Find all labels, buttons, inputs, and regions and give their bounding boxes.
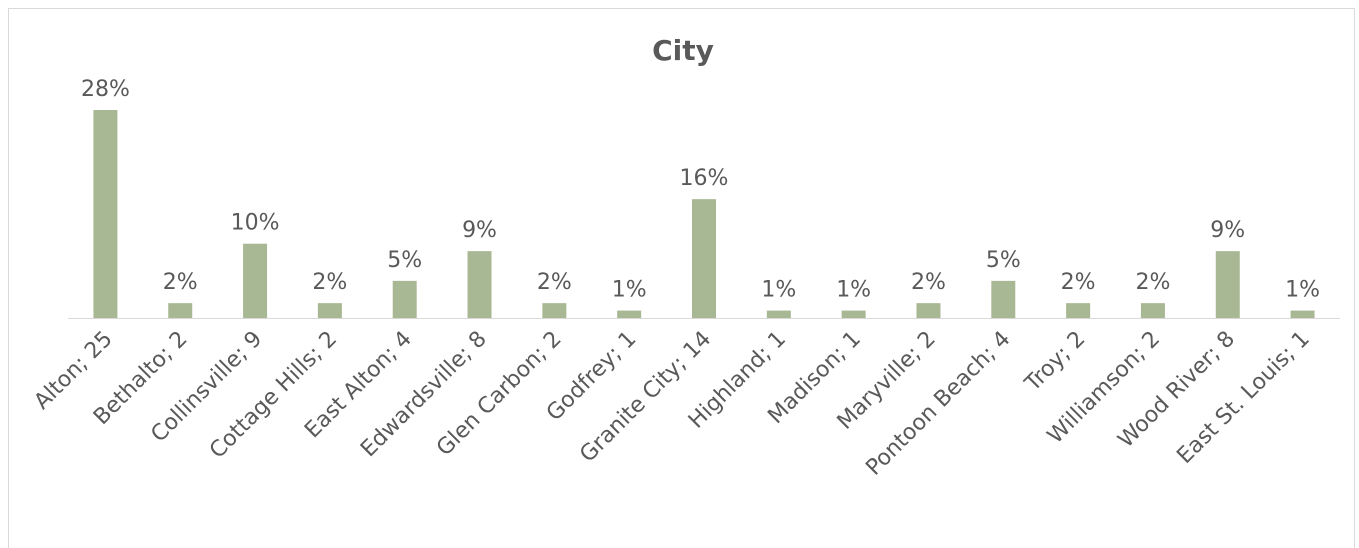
value-label: 28% <box>81 77 130 102</box>
value-label: 2% <box>312 270 347 295</box>
bar <box>542 303 567 318</box>
bar <box>243 243 268 318</box>
bar <box>766 310 791 318</box>
value-label: 1% <box>836 278 871 303</box>
value-label: 1% <box>761 278 796 303</box>
bar <box>1066 303 1091 318</box>
value-label: 10% <box>231 211 280 236</box>
bar <box>841 310 866 318</box>
value-label: 2% <box>911 270 946 295</box>
value-label: 2% <box>163 270 198 295</box>
value-label: 5% <box>387 248 422 273</box>
value-label: 1% <box>612 278 647 303</box>
bar <box>617 310 642 318</box>
value-label: 2% <box>1135 270 1170 295</box>
chart-border <box>8 8 1355 548</box>
bar <box>916 303 941 318</box>
bar <box>93 110 118 318</box>
value-label: 5% <box>986 248 1021 273</box>
bar <box>1215 251 1240 318</box>
bar <box>168 303 193 318</box>
value-label: 2% <box>537 270 572 295</box>
bar <box>1140 303 1165 318</box>
bar <box>692 199 716 318</box>
bar <box>991 280 1016 318</box>
value-label: 9% <box>462 218 497 243</box>
bar <box>392 280 417 318</box>
value-label: 2% <box>1061 270 1096 295</box>
value-label: 9% <box>1210 218 1245 243</box>
bar <box>317 303 342 318</box>
bar <box>1290 310 1315 318</box>
value-label: 16% <box>680 166 729 191</box>
chart-title: City <box>652 34 714 67</box>
bar <box>467 251 492 318</box>
value-label: 1% <box>1285 278 1320 303</box>
